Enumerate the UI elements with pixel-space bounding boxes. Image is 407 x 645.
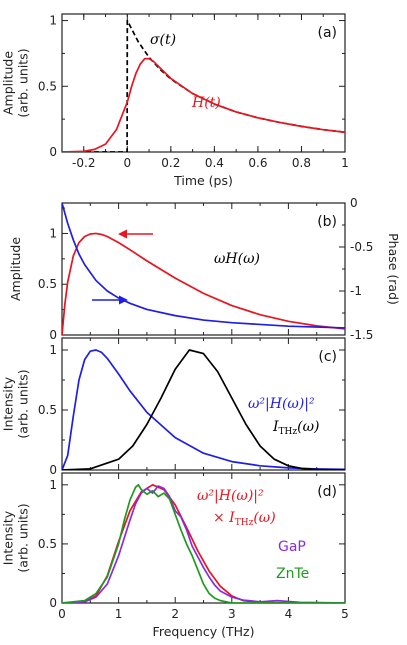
y-tick-label: 0 — [49, 328, 57, 342]
x-tick-label: 5 — [341, 607, 349, 621]
panel-c: 0 0.5 1 Intensity (arb. units) (c) — [1, 337, 346, 477]
blue-arrow-right — [92, 295, 128, 305]
series-line-h — [62, 232, 345, 335]
y-axis-label: Intensity — [1, 510, 16, 565]
y-tick-label: 0.5 — [38, 403, 57, 417]
series-line-gap — [62, 485, 345, 603]
panel-tag: (c) — [318, 349, 337, 365]
x-tick-label: -0.2 — [72, 156, 95, 170]
y-axis-label: Amplitude — [8, 237, 23, 301]
y-axis-label: Amplitude — [1, 51, 16, 115]
y2-tick-label: -1.5 — [350, 328, 373, 342]
product-label-line1: ω²|H(ω)|² — [197, 488, 264, 504]
panel-tag: (b) — [317, 214, 337, 230]
svg-text:× ITHz(ω): × ITHz(ω) — [213, 510, 276, 528]
x-tick-label: 0.2 — [161, 156, 180, 170]
x-tick-label: 4 — [285, 607, 293, 621]
y-tick-label: 0 — [49, 145, 57, 159]
y-tick-label: 1 — [49, 14, 57, 28]
series-line-phase — [62, 203, 345, 329]
y-axis-label: (arb. units) — [16, 48, 31, 117]
y2-tick-label: 0 — [350, 196, 358, 210]
ithz-sub: THz — [279, 427, 298, 437]
series-line-h-t — [62, 57, 345, 152]
x-tick-label: 0.8 — [292, 156, 311, 170]
product-label-line2: × ITHz(ω) — [213, 510, 276, 528]
omega-h-label: ωH(ω) — [214, 251, 260, 267]
ithz-label: ITHz(ω) — [272, 419, 319, 437]
y-tick-label: 0.5 — [38, 537, 57, 551]
h-t-label: H(t) — [191, 95, 221, 111]
series-line-znte — [62, 483, 345, 603]
x-tick-label: 0.4 — [205, 156, 224, 170]
y-tick-label: 0 — [49, 463, 57, 477]
x-axis-label: Frequency (THz) — [153, 624, 255, 639]
plot-frame — [61, 202, 346, 336]
y2-axis-label: Phase (rad) — [386, 233, 401, 305]
panel-d: 0 1 2 3 4 5 0 0.5 1 Intensity (arb. units) Frequenc… — [1, 472, 349, 639]
x-tick-label: 0 — [123, 156, 131, 170]
sigma-label: σ(t) — [150, 32, 176, 48]
x-axis-label: Time (ps) — [173, 173, 233, 188]
x-tick-label: 1 — [341, 156, 349, 170]
product-times-i: × I — [213, 510, 235, 526]
x-tick-label: 0 — [58, 607, 66, 621]
gap-label: GaP — [278, 539, 306, 555]
product-arg: (ω) — [253, 510, 275, 526]
znte-label: ZnTe — [276, 566, 309, 582]
y-tick-label: 1 — [49, 226, 57, 240]
panel-b: 0 0.5 1 0 -0.5 -1 -1.5 Phase (rad) Amplitude (b) — [8, 196, 401, 342]
panel-a: -0.2 0 0.2 0.4 0.6 0.8 1 0 0.5 1 Amplitude (arb. un… — [1, 13, 349, 188]
panel-tag: (d) — [317, 484, 337, 500]
y-tick-label: 0.5 — [38, 79, 57, 93]
series-line-h — [62, 349, 345, 470]
omega2-h2-label: ω²|H(ω)|² — [248, 396, 315, 412]
series-line-i-thz — [62, 349, 345, 470]
x-tick-label: 2 — [171, 607, 179, 621]
y-tick-label: 0 — [49, 596, 57, 610]
x-tick-label: 3 — [228, 607, 236, 621]
y-axis-label: Intensity — [1, 376, 16, 431]
x-tick-label: 1 — [115, 607, 123, 621]
panel-tag: (a) — [317, 25, 337, 41]
ithz-arg: (ω) — [297, 419, 319, 435]
series-line-t — [62, 19, 345, 152]
product-sub: THz — [235, 518, 254, 528]
y-tick-label: 1 — [49, 478, 57, 492]
plot-frame — [61, 13, 346, 153]
y-axis-label: (arb. units) — [16, 503, 31, 572]
y2-tick-label: -1 — [350, 284, 362, 298]
y-tick-label: 0.5 — [38, 277, 57, 291]
ithz-i: I — [272, 419, 279, 435]
y-tick-label: 1 — [49, 343, 57, 357]
y2-tick-label: -0.5 — [350, 240, 373, 254]
x-tick-label: 0.6 — [248, 156, 267, 170]
y-axis-label: (arb. units) — [16, 369, 31, 438]
svg-text:ITHz(ω): ITHz(ω) — [272, 419, 319, 437]
red-arrow-left — [118, 229, 153, 239]
